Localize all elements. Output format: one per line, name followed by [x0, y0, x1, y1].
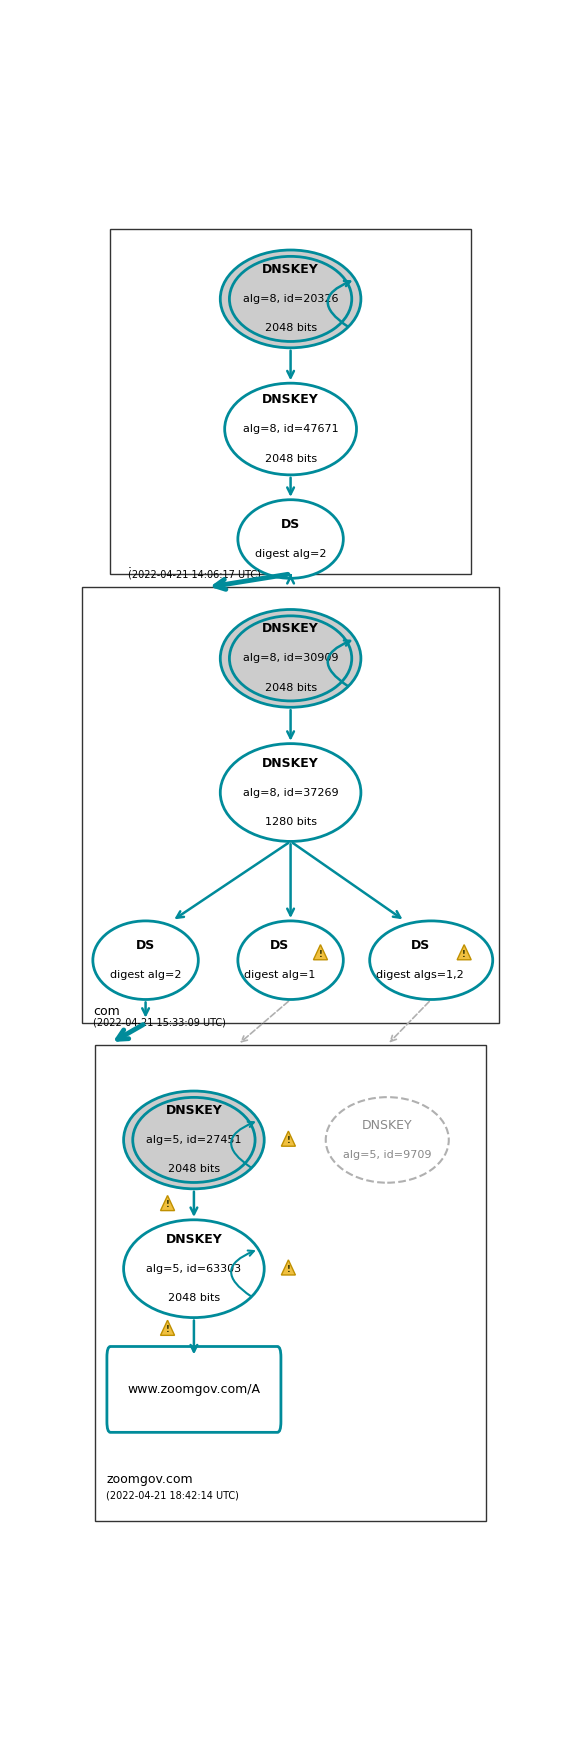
Ellipse shape [93, 922, 198, 1000]
Text: 2048 bits: 2048 bits [265, 683, 316, 693]
Ellipse shape [220, 251, 361, 348]
Text: .: . [128, 557, 132, 571]
Ellipse shape [124, 1090, 264, 1188]
Text: 2048 bits: 2048 bits [168, 1164, 220, 1174]
Text: alg=8, id=47671: alg=8, id=47671 [243, 423, 338, 434]
Text: alg=8, id=20326: alg=8, id=20326 [243, 294, 338, 303]
Text: DNSKEY: DNSKEY [262, 622, 319, 636]
Polygon shape [160, 1195, 175, 1211]
Text: alg=5, id=9709: alg=5, id=9709 [343, 1150, 431, 1160]
Ellipse shape [133, 1097, 255, 1183]
Text: DNSKEY: DNSKEY [166, 1233, 222, 1246]
Text: (2022-04-21 14:06:17 UTC): (2022-04-21 14:06:17 UTC) [128, 570, 261, 580]
Text: alg=8, id=37269: alg=8, id=37269 [243, 787, 338, 798]
Text: DNSKEY: DNSKEY [262, 756, 319, 770]
Text: com: com [93, 1005, 120, 1017]
Text: !: ! [286, 1265, 290, 1273]
Text: DS: DS [281, 517, 300, 531]
Ellipse shape [230, 617, 352, 700]
Ellipse shape [370, 922, 493, 1000]
Text: digest alg=2: digest alg=2 [255, 549, 327, 559]
Bar [95, 1045, 486, 1521]
Text: DS: DS [270, 939, 289, 951]
Text: !: ! [166, 1200, 170, 1209]
Text: digest algs=1,2: digest algs=1,2 [376, 970, 464, 981]
Polygon shape [281, 1131, 295, 1146]
Text: (2022-04-21 15:33:09 UTC): (2022-04-21 15:33:09 UTC) [93, 1017, 226, 1028]
Bar [82, 587, 500, 1023]
Text: alg=5, id=63303: alg=5, id=63303 [146, 1263, 242, 1273]
Text: alg=5, id=27451: alg=5, id=27451 [146, 1136, 242, 1144]
Text: DNSKEY: DNSKEY [362, 1118, 413, 1132]
Ellipse shape [238, 500, 343, 578]
Text: 2048 bits: 2048 bits [265, 324, 316, 333]
Ellipse shape [225, 383, 357, 476]
Text: www.zoomgov.com/A: www.zoomgov.com/A [128, 1383, 260, 1395]
Text: 2048 bits: 2048 bits [168, 1293, 220, 1303]
Text: DS: DS [136, 939, 155, 951]
Text: digest alg=1: digest alg=1 [244, 970, 315, 981]
Text: !: ! [319, 949, 323, 958]
Ellipse shape [124, 1219, 264, 1317]
Text: zoomgov.com: zoomgov.com [106, 1474, 193, 1486]
Text: !: ! [462, 949, 466, 958]
Ellipse shape [238, 922, 343, 1000]
Ellipse shape [325, 1097, 449, 1183]
Polygon shape [160, 1320, 175, 1336]
Ellipse shape [230, 256, 352, 341]
Text: digest alg=2: digest alg=2 [110, 970, 181, 981]
Ellipse shape [220, 610, 361, 707]
Text: !: ! [166, 1326, 170, 1334]
Polygon shape [314, 944, 328, 960]
Text: !: ! [286, 1136, 290, 1144]
Text: DNSKEY: DNSKEY [166, 1104, 222, 1117]
Text: DS: DS [411, 939, 430, 951]
Text: (2022-04-21 18:42:14 UTC): (2022-04-21 18:42:14 UTC) [106, 1491, 239, 1502]
Text: alg=8, id=30909: alg=8, id=30909 [243, 653, 338, 664]
Text: DNSKEY: DNSKEY [262, 394, 319, 406]
Ellipse shape [220, 744, 361, 841]
Polygon shape [281, 1259, 295, 1275]
Bar [111, 230, 471, 573]
FancyBboxPatch shape [107, 1347, 281, 1432]
Text: 2048 bits: 2048 bits [265, 453, 316, 463]
Polygon shape [457, 944, 471, 960]
Text: 1280 bits: 1280 bits [265, 817, 316, 827]
Text: DNSKEY: DNSKEY [262, 263, 319, 275]
